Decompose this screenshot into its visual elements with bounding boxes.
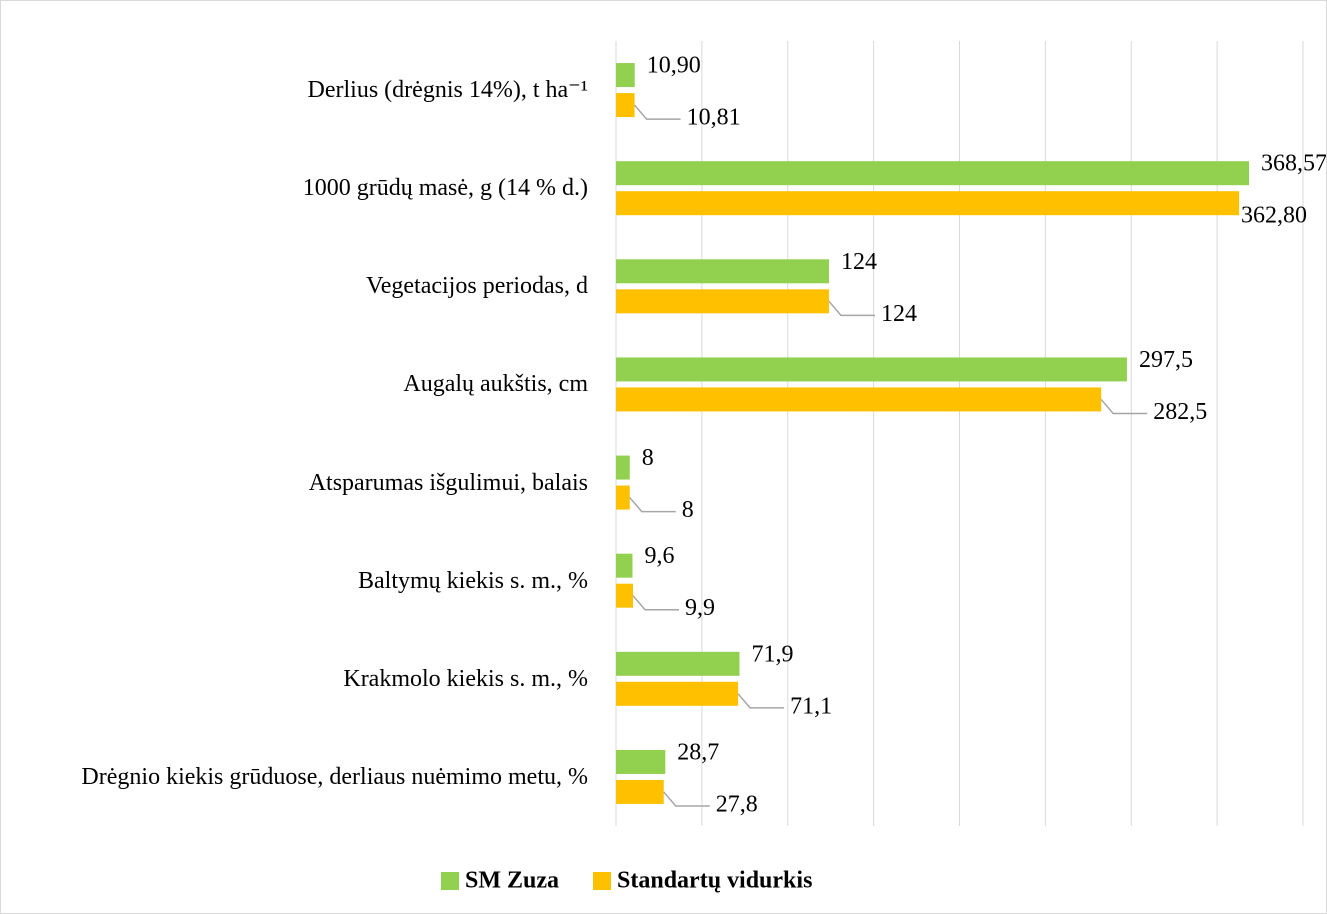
category-text: Augalų aukštis, cm xyxy=(403,371,588,398)
category-label: Drėgnio kiekis grūduose, derliaus nuėmim… xyxy=(11,737,588,817)
bar xyxy=(616,681,739,706)
bar xyxy=(616,455,630,480)
category-label: Atsparumas išgulimui, balais xyxy=(11,443,588,523)
data-label: 71,9 xyxy=(751,641,793,667)
category-label: Vegetacijos periodas, d xyxy=(11,246,588,326)
data-label: 362,80 xyxy=(1241,203,1307,229)
bar xyxy=(616,485,630,510)
leader-line xyxy=(633,104,681,120)
legend-label: Standartų vidurkis xyxy=(617,868,812,894)
data-label: 28,7 xyxy=(677,739,719,765)
data-label: 9,6 xyxy=(644,543,674,569)
bar xyxy=(616,191,1240,216)
data-label: 27,8 xyxy=(716,791,758,817)
leader-line xyxy=(663,791,710,807)
data-label: 282,5 xyxy=(1153,399,1207,425)
leader-line xyxy=(632,595,680,611)
legend-swatch xyxy=(441,872,459,890)
bar xyxy=(616,289,829,314)
bar xyxy=(616,259,829,284)
category-label: Derlius (drėgnis 14%), t ha⁻¹ xyxy=(11,50,588,130)
bar xyxy=(616,651,740,676)
leader-line xyxy=(828,300,875,317)
bar xyxy=(616,93,635,118)
category-text: Baltymų kiekis s. m., % xyxy=(358,567,588,594)
data-label: 10,90 xyxy=(647,53,701,79)
legend-swatch xyxy=(593,872,612,890)
bar xyxy=(616,583,634,608)
bar xyxy=(616,63,635,88)
data-label: 297,5 xyxy=(1139,347,1193,373)
data-label: 368,57 xyxy=(1261,151,1326,177)
category-label: Krakmolo kiekis s. m., % xyxy=(11,639,588,719)
category-label: Baltymų kiekis s. m., % xyxy=(11,541,588,621)
category-text: Atsparumas išgulimui, balais xyxy=(308,469,588,496)
leader-line xyxy=(1100,398,1148,415)
category-text: 1000 grūdų masė, g (14 % d.) xyxy=(302,175,588,202)
legend-label: SM Zuza xyxy=(465,868,559,894)
bar xyxy=(616,749,666,774)
data-label: 8 xyxy=(682,497,694,523)
bar xyxy=(616,779,664,804)
data-label: 124 xyxy=(881,301,917,327)
category-text: Drėgnio kiekis grūduose, derliaus nuėmim… xyxy=(81,763,588,790)
data-label: 124 xyxy=(841,249,877,275)
category-text: Krakmolo kiekis s. m., % xyxy=(343,665,588,692)
bar xyxy=(616,357,1127,382)
category-label: 1000 grūdų masė, g (14 % d.) xyxy=(11,148,588,228)
data-label: 71,1 xyxy=(790,693,832,719)
data-label: 8 xyxy=(642,445,654,471)
data-label: 10,81 xyxy=(687,105,741,131)
category-text: Vegetacijos periodas, d xyxy=(366,273,588,300)
leader-line xyxy=(737,693,785,709)
bar xyxy=(616,387,1102,412)
category-text: Derlius (drėgnis 14%), t ha⁻¹ xyxy=(307,77,588,104)
category-label: Augalų aukštis, cm xyxy=(11,344,588,424)
bar xyxy=(616,161,1250,186)
leader-line xyxy=(629,497,676,513)
data-label: 9,9 xyxy=(685,595,715,621)
bar xyxy=(616,553,633,578)
